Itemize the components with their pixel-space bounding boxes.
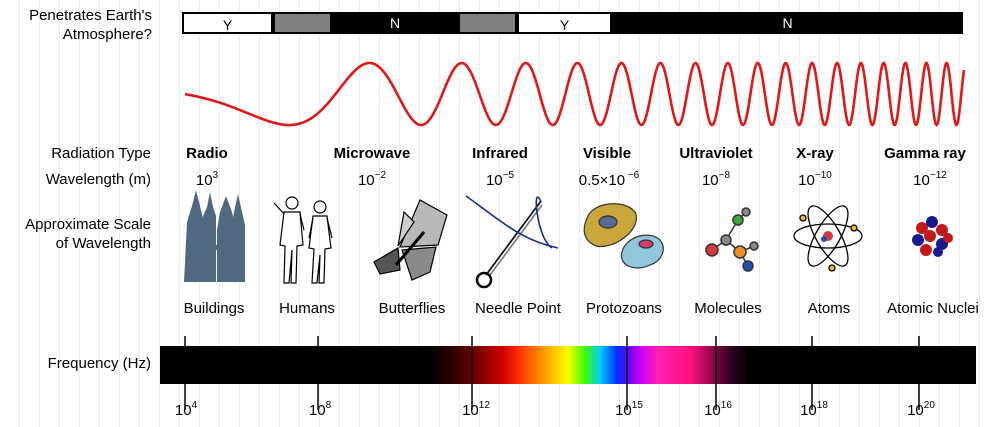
freq-label-1e4: 104 xyxy=(174,400,198,419)
wave-line xyxy=(184,61,966,127)
radiation-type-label: Radiation Type xyxy=(51,145,151,162)
scale-humans: Humans xyxy=(279,300,335,317)
freq-label-1e12: 1012 xyxy=(462,400,490,419)
scale-label-line1: Approximate Scale xyxy=(25,216,151,233)
wavelength-infrared: 10−5 xyxy=(485,170,515,189)
freq-label-1e16: 1016 xyxy=(704,400,732,419)
scale-atoms: Atoms xyxy=(807,300,851,317)
atmosphere-label-line2: Atmosphere? xyxy=(62,26,152,43)
atmosphere-label: Penetrates Earth's Atmosphere? xyxy=(0,6,152,44)
butterfly-icon xyxy=(373,199,448,281)
radiation-type-infrared: Infrared xyxy=(472,145,528,162)
needle-icon xyxy=(465,195,559,289)
scale-label: Approximate Scale of Wavelength xyxy=(0,215,151,253)
scale-protozoans: Protozoans xyxy=(586,300,662,317)
wavelength-radio: 103 xyxy=(195,170,219,189)
radiation-type-microwave: Microwave xyxy=(333,145,411,162)
wavelength-gamma: 10−12 xyxy=(913,170,947,189)
freq-label-1e20: 1020 xyxy=(907,400,935,419)
radiation-type-gamma: Gamma ray xyxy=(884,145,966,162)
atmosphere-label-line1: Penetrates Earth's xyxy=(29,7,152,24)
buildings-icon xyxy=(184,190,245,282)
atom-icon xyxy=(793,205,863,272)
radiation-type-radio: Radio xyxy=(186,145,228,162)
atmosphere-segment-y2: Y xyxy=(517,12,612,34)
freq-label-1e18: 1018 xyxy=(800,400,828,419)
wavelength-microwave: 10−2 xyxy=(357,170,387,189)
radiation-type-visible: Visible xyxy=(582,145,632,162)
scale-label-line2: of Wavelength xyxy=(55,235,151,252)
scale-butterflies: Butterflies xyxy=(378,300,446,317)
frequency-spectrum-bar xyxy=(160,346,976,384)
freq-label-1e8: 108 xyxy=(308,400,332,419)
wavelength-visible: 0.5×10 −6 xyxy=(578,170,640,189)
protozoa-icon xyxy=(583,203,664,269)
frequency-label: Frequency (Hz) xyxy=(47,355,151,372)
wavelength-label: Wavelength (m) xyxy=(45,171,151,188)
scale-needle-point: Needle Point xyxy=(475,300,561,317)
radiation-type-ultraviolet: Ultraviolet xyxy=(679,145,753,162)
molecule-icon xyxy=(705,207,759,272)
scale-molecules: Molecules xyxy=(694,300,762,317)
scale-buildings: Buildings xyxy=(183,300,245,317)
scale-atomic-nuclei: Atomic Nuclei xyxy=(887,300,979,317)
wavelength-xray: 10−10 xyxy=(798,170,832,189)
nucleus-icon xyxy=(912,216,953,257)
wavelength-ultraviolet: 10−8 xyxy=(701,170,731,189)
radiation-type-xray: X-ray xyxy=(796,145,834,162)
atmosphere-segment-n2: N xyxy=(612,12,963,34)
atmosphere-segment-partial1 xyxy=(273,12,332,34)
atmosphere-segment-n1: N xyxy=(332,12,458,34)
freq-label-1e15: 1015 xyxy=(615,400,643,419)
atmosphere-segment-partial2 xyxy=(458,12,517,34)
humans-icon xyxy=(273,196,333,284)
atmosphere-segment-y1: Y xyxy=(182,12,273,34)
